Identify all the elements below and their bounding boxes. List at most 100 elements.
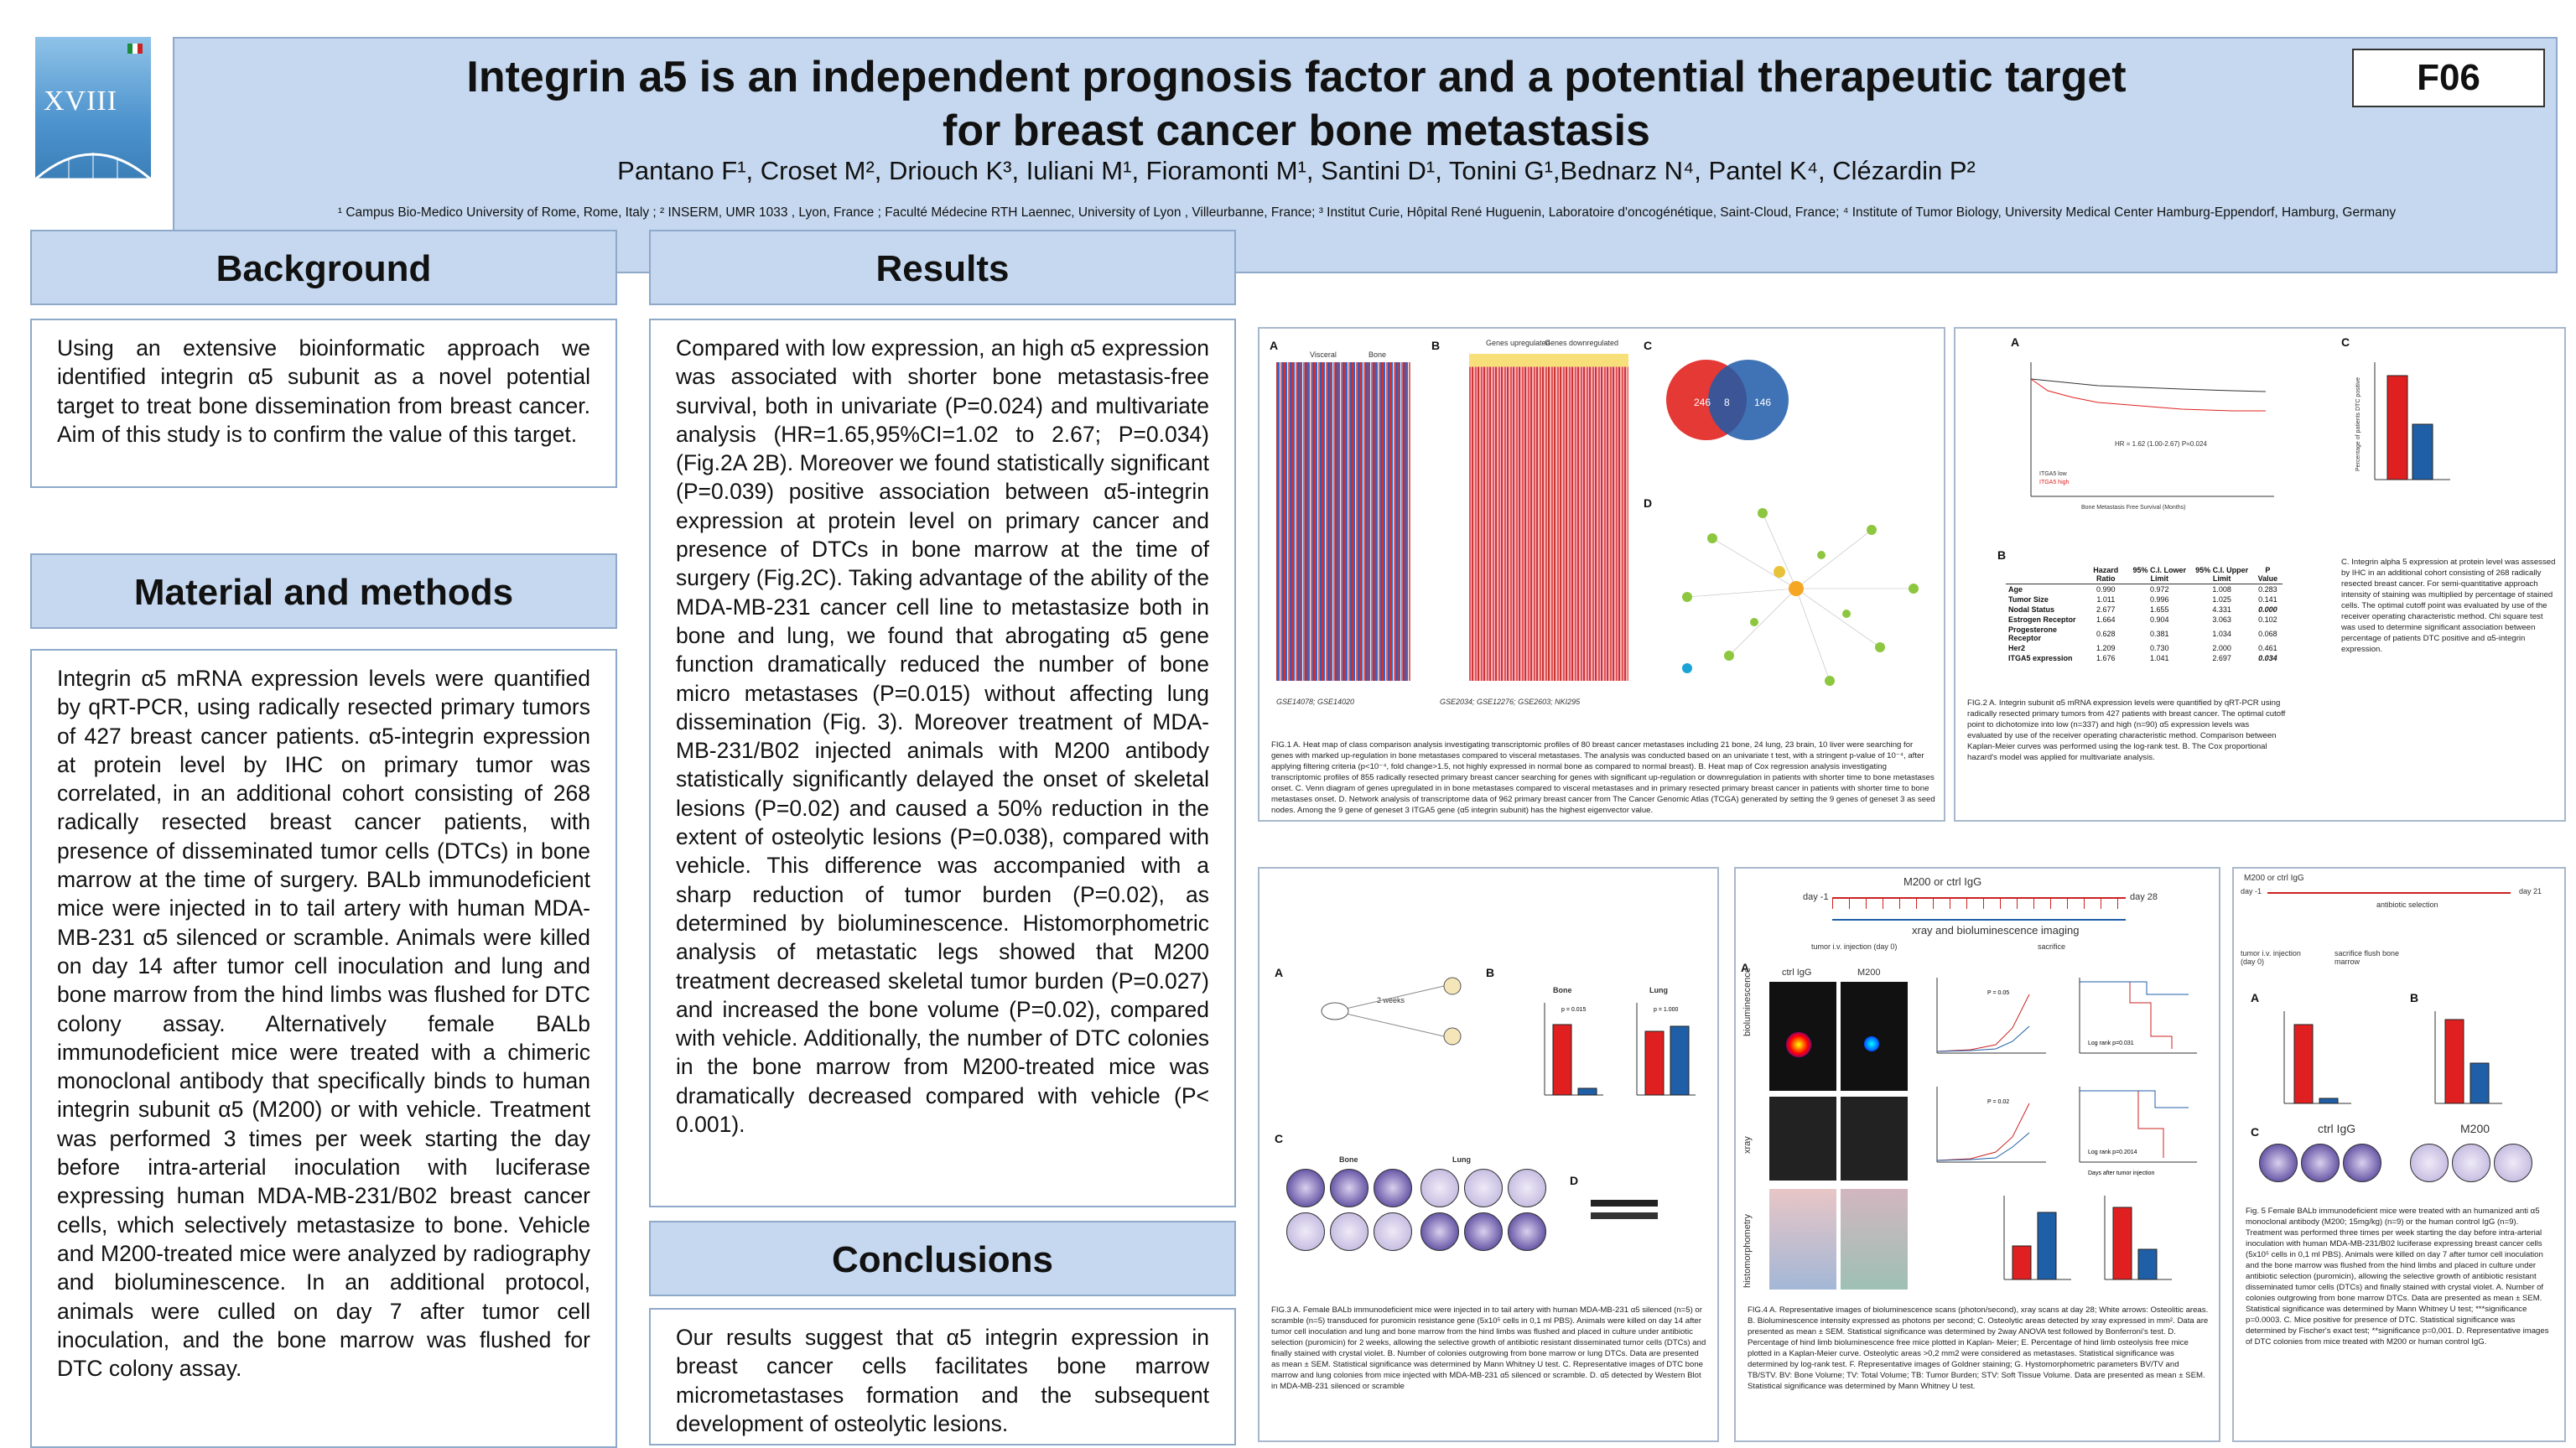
- fig5-day-start: day -1: [2241, 887, 2262, 895]
- p-b2: P = 0.02: [1987, 1099, 2009, 1105]
- cox-table-row: Tumor Size 1.011 0.996 1.025 0.141: [2006, 594, 2283, 605]
- xray-image-m200: [1841, 1097, 1908, 1181]
- cox-cell: 4.331: [2212, 605, 2231, 614]
- histo-bar-charts: [2003, 1196, 2172, 1280]
- p-lung: p = 1.000: [1654, 1007, 1678, 1013]
- fig5-ctrl-label: ctrl IgG: [2318, 1122, 2356, 1135]
- authors: Pantano F¹, Croset M², Driouch K³, Iulia…: [617, 156, 1976, 185]
- fig1-panel-a-label: A: [1270, 339, 1279, 352]
- biolum-image-m200: [1841, 982, 1908, 1091]
- fig4-injection: tumor i.v. injection (day 0): [1811, 942, 1898, 951]
- cox-header-cell: 95% C.I. Upper Limit: [2190, 565, 2253, 584]
- conclusions-heading: Conclusions: [649, 1221, 1236, 1296]
- cox-cell: 3.063: [2212, 615, 2231, 624]
- histo-image-ctrl: [1769, 1189, 1836, 1290]
- cox-cell: 0.996: [2149, 595, 2169, 604]
- cox-cell: 1.008: [2212, 585, 2231, 594]
- km-curve: HR = 1.62 (1.00-2.67) P=0.024 Bone Metas…: [2030, 362, 2274, 511]
- cox-cell: Age: [2008, 585, 2023, 594]
- poster-code: F06: [2352, 49, 2545, 107]
- fig2-caption-a: FIG.2 A. Integrin subunit α5 mRNA expres…: [1967, 698, 2286, 762]
- flag-icon: [127, 44, 143, 54]
- p-b: P = 0.05: [1987, 990, 2009, 996]
- fig1-sub-a: GSE14078; GSE14020: [1276, 698, 1355, 706]
- xray-image-ctrl: [1769, 1097, 1836, 1181]
- protocol-schematic: [1321, 977, 1462, 1046]
- fig4-imaging-bar: [1832, 919, 2126, 921]
- bone-chart-title: Bone: [1553, 986, 1572, 994]
- heatmap-b: [1469, 354, 1628, 681]
- cox-table-row: Estrogen Receptor 1.664 0.904 3.063 0.102: [2006, 615, 2283, 625]
- fig5-timeline: [2267, 892, 2511, 894]
- cox-cell: 0.990: [2096, 585, 2116, 594]
- venn-left-count: 246: [1694, 397, 1711, 408]
- figure-3: A B C D 2 weeks Bone Lung p = 0.015 p = …: [1258, 867, 1719, 1442]
- fig4-sacrifice: sacrifice: [2038, 942, 2066, 951]
- western-blot-band: [1591, 1200, 1658, 1207]
- row-histo: histomorphometry: [1742, 1213, 1753, 1288]
- cox-cell: 2.697: [2212, 654, 2231, 662]
- colony-plates: [1286, 1169, 1555, 1253]
- lung-chart-title: Lung: [1649, 986, 1668, 994]
- cox-cell: 1.025: [2212, 595, 2231, 604]
- fig5-panel-b-label: B: [2410, 991, 2419, 1004]
- cox-cell: Nodal Status: [2008, 605, 2055, 614]
- cox-cell: 1.034: [2212, 630, 2231, 638]
- row-xray: xray: [1742, 1136, 1753, 1154]
- fig5-panel-c-label: C: [2251, 1125, 2260, 1139]
- cox-cell: Tumor Size: [2008, 595, 2049, 604]
- results-text: Compared with low expression, an high α5…: [649, 319, 1236, 1207]
- western-blot-tubulin: [1591, 1212, 1658, 1219]
- fig4-m200-label: M200: [1857, 968, 1881, 978]
- histo-image-m200: [1841, 1189, 1908, 1290]
- cox-cell: 0.283: [2258, 585, 2277, 594]
- fig1-panel-d-label: D: [1644, 496, 1653, 510]
- cox-cell: 0.730: [2149, 644, 2169, 652]
- colony-bar-charts: p = 0.015 p = 1.000: [1544, 1003, 1696, 1096]
- cox-cell: 1.664: [2096, 615, 2116, 624]
- conclusions-text: Our results suggest that α5 integrin exp…: [649, 1308, 1236, 1445]
- cox-table-row: Age 0.990 0.972 1.008 0.283: [2006, 584, 2283, 595]
- fig5-day-end: day 21: [2519, 887, 2542, 895]
- fig1-panel-b-label: B: [1431, 339, 1441, 352]
- fig1-caption: FIG.1 A. Heat map of class comparison an…: [1271, 740, 1935, 815]
- cox-cell: 1.676: [2096, 654, 2116, 662]
- fig5-m200-label: M200: [2460, 1122, 2490, 1135]
- dtc-bar-chart: Percentage of patients DTC positive: [2355, 362, 2450, 480]
- venn-diagram: 246 8 146: [1666, 360, 1789, 440]
- visceral-label: Visceral: [1310, 350, 1337, 359]
- figure-5: M200 or ctrl IgG day -1 day 21 antibioti…: [2232, 867, 2566, 1442]
- bone-label: Bone: [1368, 350, 1387, 359]
- fig4-top-label: M200 or ctrl IgG: [1903, 875, 1982, 888]
- cox-cell: 0.141: [2258, 595, 2277, 604]
- network-graph: [1682, 508, 1919, 686]
- fig5-top-label: M200 or ctrl IgG: [2244, 874, 2304, 883]
- cox-cell: 0.381: [2149, 630, 2169, 638]
- fig5-injection: tumor i.v. injection (day 0): [2241, 949, 2301, 966]
- fig5-sacrifice: sacrifice flush bone marrow: [2334, 949, 2400, 966]
- fig3-caption: FIG.3 A. Female BALb immunodeficient mic…: [1271, 1305, 1706, 1391]
- cox-header-cell: P Value: [2252, 565, 2283, 584]
- km-xlabel: Bone Metastasis Free Survival (Months): [2081, 505, 2186, 511]
- methods-text: Integrin α5 mRNA expression levels were …: [30, 649, 617, 1448]
- plates-bone-label: Bone: [1339, 1155, 1358, 1164]
- fig2-panel-a-label: A: [2011, 335, 2020, 349]
- fig3-panel-d-label: D: [1570, 1174, 1579, 1187]
- venn-mid-count: 8: [1724, 397, 1730, 408]
- cox-cell: Progesterone Receptor: [2008, 625, 2058, 642]
- cox-header-cell: Hazard Ratio: [2083, 565, 2128, 584]
- cox-cell: 0.034: [2258, 654, 2277, 662]
- cox-table-row: Her2 1.209 0.730 2.000 0.461: [2006, 643, 2283, 653]
- cox-cell: 0.102: [2258, 615, 2277, 624]
- biolum-image-ctrl: [1769, 982, 1836, 1091]
- cox-cell: 0.628: [2096, 630, 2116, 638]
- figure-1: A B C D Visceral Bone Genes upregulated …: [1258, 327, 1945, 822]
- fig5-caption: Fig. 5 Female BALb immunodeficient mice …: [2246, 1207, 2549, 1347]
- cox-cell: 0.000: [2258, 605, 2277, 614]
- fig4-xlabel: Days after tumor injection: [2088, 1170, 2154, 1176]
- cox-header-cell: 95% C.I. Lower Limit: [2127, 565, 2191, 584]
- fig2-caption-c: C. Integrin alpha 5 expression at protei…: [2341, 558, 2556, 654]
- dtc-ylabel: Percentage of patients DTC positive: [2355, 377, 2361, 471]
- fig4-day-end: day 28: [2130, 892, 2158, 902]
- methods-heading: Material and methods: [30, 553, 617, 629]
